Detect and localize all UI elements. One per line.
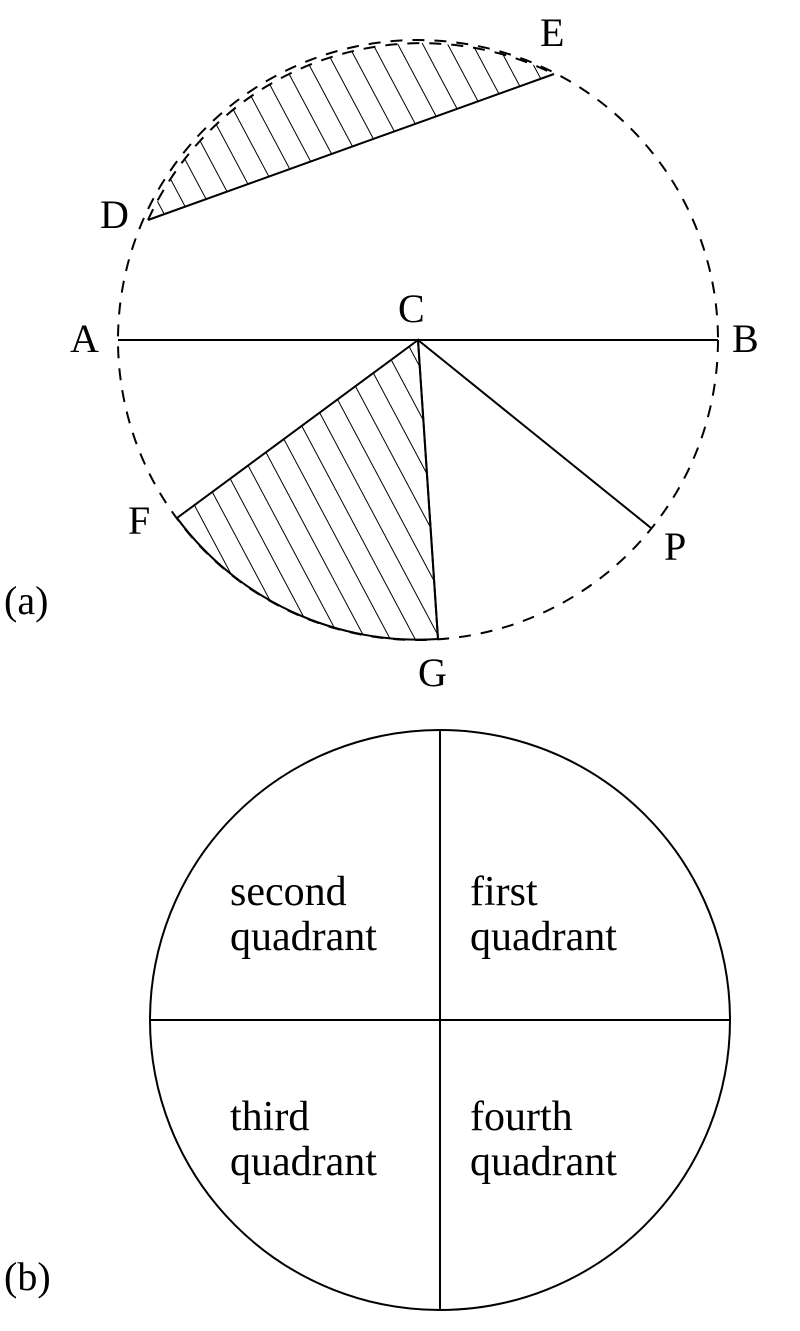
figure-a: A B C D E F G P (a): [4, 10, 759, 695]
label-a: A: [70, 316, 99, 361]
q1-line2: quadrant: [470, 914, 617, 960]
label-c: C: [398, 286, 425, 331]
segment-de-hatched: [100, 20, 620, 280]
label-e: E: [540, 10, 564, 55]
label-b: B: [732, 316, 759, 361]
label-d: D: [100, 192, 129, 237]
q4-line2: quadrant: [470, 1139, 617, 1185]
q3-line1: third: [230, 1094, 309, 1140]
figure-b: first quadrant second quadrant third qua…: [4, 730, 730, 1310]
q2-line1: second: [230, 869, 347, 915]
caption-b: (b): [4, 1254, 51, 1299]
label-g: G: [418, 650, 447, 695]
radius-cp: [418, 340, 651, 528]
q1-line1: first: [470, 869, 538, 915]
label-p: P: [664, 524, 686, 569]
label-f: F: [128, 498, 150, 543]
q2-line2: quadrant: [230, 914, 377, 960]
q3-line2: quadrant: [230, 1139, 377, 1185]
caption-a: (a): [4, 578, 48, 623]
q4-line1: fourth: [470, 1094, 573, 1140]
